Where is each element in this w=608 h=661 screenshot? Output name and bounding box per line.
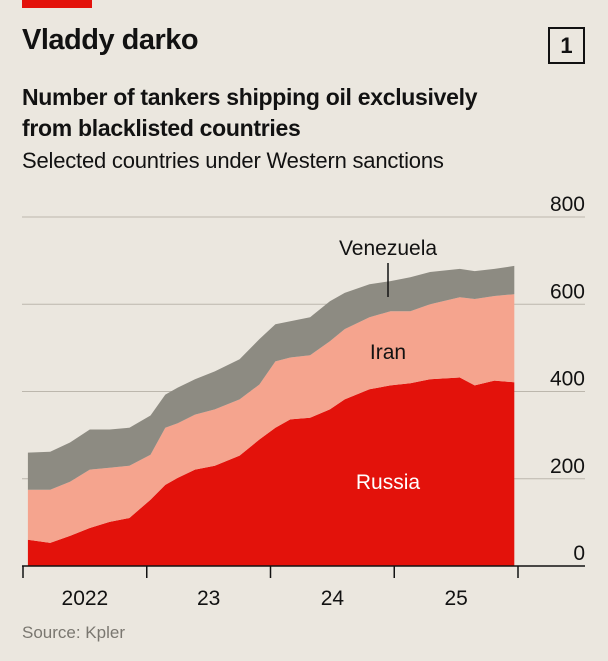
y-tick-label: 600 [550, 280, 585, 303]
series-label: Venezuela [339, 237, 437, 260]
source: Source: Kpler [22, 623, 125, 642]
x-tick-label: 2022 [62, 587, 109, 610]
y-tick-label: 0 [573, 542, 585, 565]
chart-description: Selected countries under Western sanctio… [22, 148, 444, 173]
x-tick-label: 23 [197, 587, 220, 610]
series-label: Iran [370, 341, 406, 364]
x-tick-label: 24 [321, 587, 345, 610]
series-label: Russia [356, 471, 421, 494]
chart-title: Vladdy darko [22, 24, 199, 56]
x-tick-label: 25 [444, 587, 467, 610]
y-tick-label: 800 [550, 193, 585, 216]
area [27, 377, 515, 566]
brand-bar [22, 0, 92, 8]
area [27, 265, 515, 490]
area [27, 294, 515, 543]
chart-subtitle: Number of tankers shipping oil exclusive… [22, 84, 478, 141]
y-tick-label: 400 [550, 368, 585, 391]
y-tick-label: 200 [550, 455, 585, 478]
chart-number: 1 [548, 27, 585, 64]
